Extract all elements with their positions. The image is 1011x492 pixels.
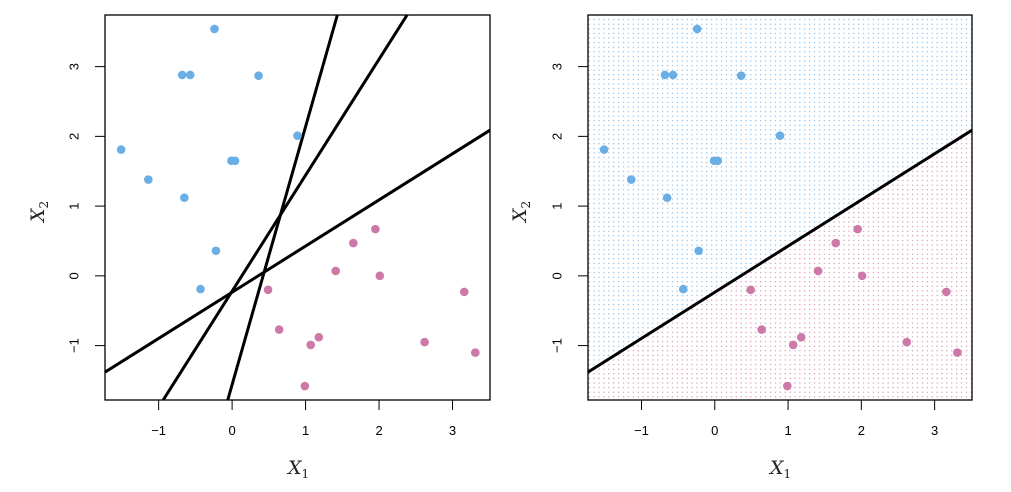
blue-point [694, 246, 703, 256]
pink-point [757, 325, 766, 334]
blue-point [662, 193, 672, 203]
blue-point [678, 284, 688, 294]
blue-point [144, 175, 153, 184]
hyperplane-line-3 [226, 14, 339, 401]
blue-point [210, 24, 219, 34]
y-tick-label: −1 [66, 338, 81, 353]
hyperplane-line-1 [104, 128, 491, 374]
x-tick-label: 0 [711, 423, 718, 438]
x-axis-label-right: X1 [768, 457, 791, 481]
x-tick-label: 3 [931, 423, 938, 438]
blue-point [713, 156, 723, 166]
pink-point [783, 381, 792, 391]
pink-point [796, 332, 806, 342]
pink-point [857, 271, 867, 281]
pink-point [831, 238, 840, 248]
x-axis-label-left: X1 [286, 457, 309, 481]
y-tick-label: 3 [549, 63, 564, 70]
blue-point [736, 71, 746, 80]
pink-point [788, 340, 798, 350]
y-tick-label: −1 [549, 338, 564, 353]
y-tick-label: 1 [66, 202, 81, 209]
pink-point [746, 285, 755, 295]
x-tick-label: 2 [858, 423, 865, 438]
pink-point [314, 332, 324, 342]
pink-point [300, 381, 310, 391]
pink-point [813, 266, 823, 276]
pink-point [420, 337, 429, 347]
blue-point [177, 70, 187, 80]
hyperplane-line-1 [587, 128, 973, 374]
pink-point [375, 271, 385, 281]
blue-point [293, 131, 302, 140]
x-tick-label: 1 [784, 423, 791, 438]
pink-point [263, 285, 273, 295]
pink-point [459, 287, 469, 297]
x-tick-label: 2 [375, 423, 382, 438]
pink-point [371, 224, 380, 234]
plot-frame [104, 14, 491, 401]
y-axis-label-left: X2 [27, 201, 51, 224]
blue-point [196, 284, 205, 294]
pink-point [274, 325, 284, 334]
x-tick-label: 3 [449, 423, 456, 438]
blue-point [211, 246, 221, 256]
blue-point [599, 145, 609, 154]
blue-point [116, 145, 126, 154]
hyperplane-line-2 [161, 14, 409, 401]
right-panel: −1 0 1 2 3 −1 0 1 2 3 [549, 14, 973, 438]
y-tick-label: 0 [66, 272, 81, 279]
left-panel: −1 0 1 2 3 −1 0 1 2 3 [66, 14, 491, 438]
blue-point [254, 71, 263, 80]
blue-point [180, 193, 189, 203]
pink-point [953, 348, 962, 357]
y-tick-label: 3 [66, 63, 81, 70]
y-tick-label: 2 [549, 133, 564, 140]
pink-point [349, 238, 358, 248]
blue-region-shading [588, 15, 972, 373]
y-axis-label-right: X2 [509, 201, 533, 224]
pink-point [853, 224, 862, 234]
blue-point [660, 70, 670, 80]
pink-point [942, 287, 951, 297]
pink-point [306, 340, 316, 350]
y-tick-label: 0 [549, 272, 564, 279]
blue-point [626, 175, 636, 184]
blue-point [230, 156, 240, 166]
x-tick-label: −1 [151, 423, 166, 438]
pink-point [471, 348, 480, 357]
blue-point [668, 70, 678, 80]
x-tick-label: 0 [228, 423, 235, 438]
blue-point [692, 24, 702, 34]
blue-point [185, 70, 195, 80]
x-tick-label: 1 [302, 423, 309, 438]
x-tick-label: −1 [634, 423, 649, 438]
pink-region-shading [588, 130, 972, 400]
y-tick-label: 1 [549, 202, 564, 209]
plot-frame [587, 14, 973, 401]
blue-point [775, 131, 785, 140]
pink-point [902, 337, 912, 347]
y-tick-label: 2 [66, 133, 81, 140]
pink-point [331, 266, 341, 276]
